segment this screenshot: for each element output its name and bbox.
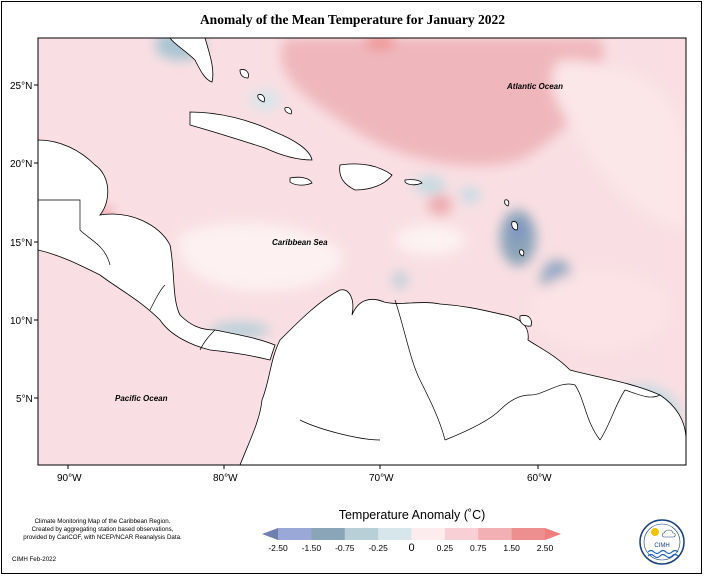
legend-arrow-right <box>545 528 561 540</box>
cuba <box>189 111 313 161</box>
florida <box>169 38 214 83</box>
legend-tick-label: 1.50 <box>503 543 520 553</box>
lat-label: 25°N <box>10 81 32 92</box>
cool-spot-bahamas <box>250 90 280 110</box>
ocean-label-atlantic: Atlantic Ocean <box>506 82 563 91</box>
jamaica <box>289 176 313 186</box>
logo-inner-ring <box>643 523 681 561</box>
light-patch <box>530 270 670 350</box>
lesser-antilles <box>504 199 525 257</box>
atlantic-light-region <box>551 60 686 230</box>
lat-label: 10°N <box>10 316 32 327</box>
anomaly-field <box>38 38 686 465</box>
legend-title: Temperature Anomaly (˚C) <box>338 508 486 522</box>
legend-swatch <box>278 528 312 540</box>
cool-spot <box>392 272 408 288</box>
cloud-icon <box>662 529 676 538</box>
lat-label: 20°N <box>10 159 32 170</box>
legend-swatch <box>411 528 446 540</box>
legend-colorbar <box>262 528 561 540</box>
country-borders <box>38 199 661 441</box>
warm-spot-lesser-antilles <box>428 195 452 215</box>
legend-tick-labels: -2.50 -1.50 -0.75 -0.25 0 0.25 0.75 1.50 2.50 <box>268 542 553 554</box>
caribbean-light-region <box>178 223 342 291</box>
legend-tick-label: 0.75 <box>470 543 487 553</box>
logo-text: CIMH <box>654 543 669 549</box>
credits: Climate Monitoring Map of the Caribbean … <box>10 518 195 542</box>
wave-icon <box>647 553 679 559</box>
map-title: Anomaly of the Mean Temperature for Janu… <box>199 12 506 27</box>
lon-axis: 90°W 80°W 70°W 60°W <box>57 465 552 484</box>
bahamas <box>239 69 292 115</box>
legend-arrow-left <box>262 528 278 540</box>
legend-tick-label: 0.25 <box>437 543 454 553</box>
legend-swatch <box>478 528 513 540</box>
lat-label: 5°N <box>16 394 33 405</box>
legend-swatch <box>511 528 546 540</box>
map-border <box>37 37 687 466</box>
trinidad <box>519 315 532 327</box>
legend-swatch <box>344 528 379 540</box>
legend-tick-label: -2.50 <box>268 543 288 553</box>
cold-core <box>550 266 560 278</box>
legend-tick-label: -1.50 <box>302 543 322 553</box>
warm-spot <box>364 38 396 49</box>
legend-swatch <box>378 528 412 540</box>
sun-icon <box>651 528 659 536</box>
legend-swatch <box>444 528 479 540</box>
wave-icon <box>647 549 679 555</box>
lon-label: 80°W <box>213 473 238 484</box>
lon-label: 60°W <box>527 473 552 484</box>
lon-label: 70°W <box>369 473 394 484</box>
legend-tick-label: -0.75 <box>335 543 355 553</box>
legend-tick-label: -0.25 <box>368 543 388 553</box>
hispaniola <box>339 163 393 191</box>
light-patch <box>395 225 465 255</box>
credit-line: Climate Monitoring Map of the Caribbean … <box>34 518 171 525</box>
puerto-rico <box>404 179 423 186</box>
cool-spot <box>460 187 480 203</box>
ocean-label-pacific: Pacific Ocean <box>115 394 168 403</box>
legend-swatch <box>311 528 346 540</box>
atlantic-warm-region <box>281 38 604 166</box>
ocean-label-caribbean: Caribbean Sea <box>272 238 328 247</box>
credit-line: Created by aggregating station based obs… <box>31 526 174 533</box>
credit-date: CIMH Feb-2022 <box>12 556 57 563</box>
cool-spot-antigua <box>414 176 446 194</box>
lat-label: 15°N <box>10 238 32 249</box>
lon-label: 90°W <box>57 473 82 484</box>
south-america <box>239 289 686 465</box>
land <box>38 38 686 465</box>
legend-tick-label: 0 <box>408 542 414 554</box>
legend-tick-label: 2.50 <box>537 543 554 553</box>
logo-ring <box>639 519 685 565</box>
lat-axis: 25°N 20°N 15°N 10°N 5°N <box>10 81 38 405</box>
credit-line: provided by CariCOF, with NCEP/NCAR Rean… <box>23 534 182 541</box>
cimh-logo: CIMH <box>639 519 685 565</box>
